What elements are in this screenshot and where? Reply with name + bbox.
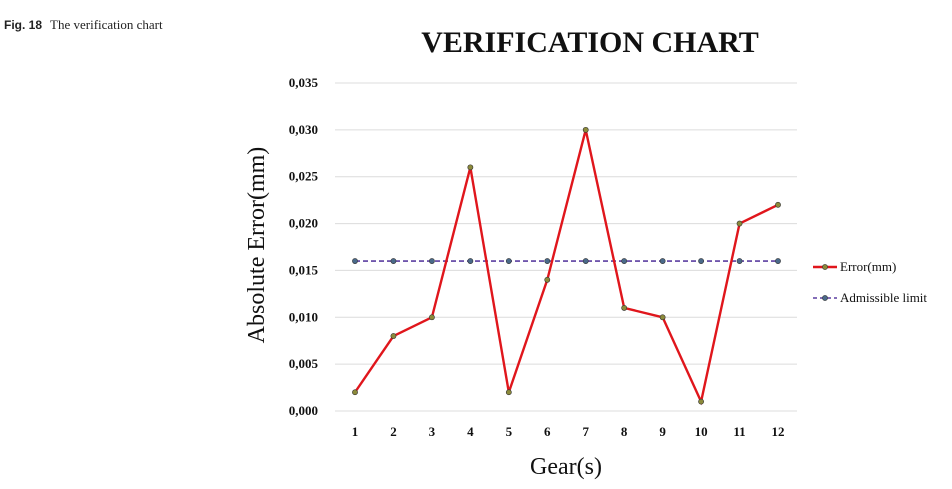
- data-point-error-mm: [775, 201, 781, 208]
- y-tick-label: 0,010: [289, 309, 318, 324]
- y-tick-label: 0,000: [289, 403, 318, 418]
- x-tick-label: 8: [621, 424, 628, 439]
- y-axis-title: Absolute Error(mm): [244, 147, 270, 344]
- x-tick-label: 6: [544, 424, 551, 439]
- data-point-admissible-limit: [582, 258, 589, 264]
- data-point-error-mm: [390, 333, 397, 339]
- data-point-admissible-limit: [736, 258, 743, 264]
- grid-lines: [335, 82, 797, 412]
- legend-marker-admissible-limit: [822, 295, 828, 301]
- data-point-admissible-limit: [429, 258, 435, 264]
- figure-label: Fig. 18: [4, 18, 43, 32]
- chart-title: VERIFICATION CHART: [421, 26, 759, 59]
- data-point-error-mm: [429, 314, 435, 321]
- x-tick-label: 3: [429, 424, 436, 439]
- x-tick-label: 9: [659, 424, 666, 439]
- data-point-error-mm: [621, 305, 628, 311]
- legend-label-admissible-limit: Admissible limit: [840, 290, 927, 305]
- figure-caption: Fig. 18 The verification chart: [4, 17, 163, 33]
- x-axis-title: Gear(s): [530, 454, 602, 480]
- y-tick-label: 0,005: [289, 356, 319, 371]
- data-point-admissible-limit: [659, 258, 666, 264]
- data-point-error-mm: [659, 314, 666, 321]
- y-axis-ticks: 0,000 0,005 0,010 0,015 0,020 0,025 0,030 0,035: [289, 75, 319, 418]
- data-point-admissible-limit: [467, 258, 474, 264]
- y-tick-label: 0,015: [289, 262, 319, 277]
- figure-caption-text: The verification chart: [50, 17, 163, 32]
- x-tick-label: 2: [390, 424, 397, 439]
- y-tick-label: 0,030: [289, 122, 318, 137]
- data-point-admissible-limit: [505, 258, 512, 264]
- data-point-admissible-limit: [544, 258, 551, 264]
- series-layer: [352, 126, 781, 406]
- x-tick-label: 5: [506, 424, 513, 439]
- x-tick-label: 12: [772, 424, 785, 439]
- x-tick-label: 7: [582, 424, 589, 439]
- data-point-error-mm: [505, 389, 512, 396]
- x-tick-label: 4: [467, 424, 474, 439]
- y-tick-label: 0,035: [289, 75, 319, 90]
- series-line-error-mm: [354, 129, 779, 406]
- x-tick-label: 11: [733, 424, 745, 439]
- data-point-error-mm: [736, 220, 743, 227]
- legend-marker-error-mm: [822, 264, 828, 270]
- y-tick-label: 0,025: [289, 169, 319, 184]
- x-tick-label: 1: [352, 424, 359, 439]
- data-point-admissible-limit: [390, 258, 397, 264]
- data-point-admissible-limit: [775, 258, 781, 264]
- data-point-error-mm: [544, 276, 551, 283]
- x-tick-label: 10: [695, 424, 708, 439]
- data-point-error-mm: [582, 126, 589, 133]
- x-axis-ticks: 1 2 3 4 5 6 7 8 9 10 11 12: [352, 424, 785, 439]
- data-point-error-mm: [352, 389, 358, 396]
- data-point-error-mm: [467, 164, 474, 171]
- data-point-admissible-limit: [621, 258, 628, 264]
- data-point-admissible-limit: [698, 258, 704, 264]
- y-tick-label: 0,020: [289, 216, 318, 231]
- legend-label-error-mm: Error(mm): [840, 259, 896, 274]
- data-point-error-mm: [698, 398, 704, 405]
- legend: Error(mm) Admissible limit: [813, 259, 927, 305]
- data-point-admissible-limit: [352, 258, 358, 264]
